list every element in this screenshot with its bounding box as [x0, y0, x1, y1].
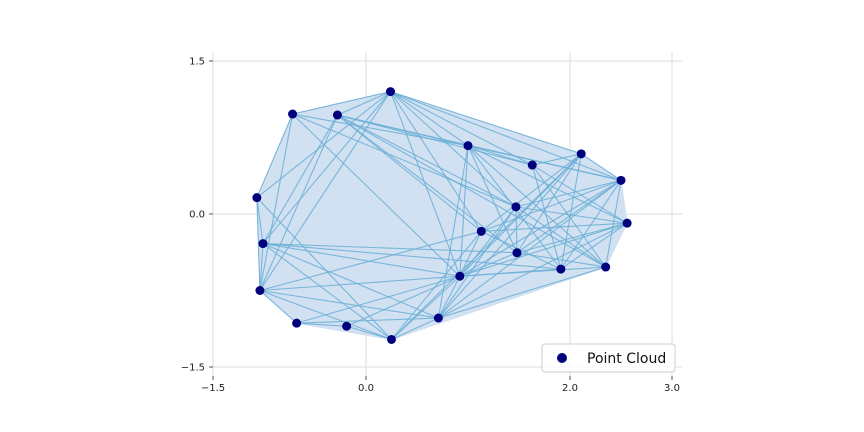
data-point: [292, 319, 301, 328]
data-point: [617, 176, 626, 185]
data-point: [477, 227, 486, 236]
legend-label: Point Cloud: [587, 351, 666, 367]
data-point: [528, 161, 537, 170]
legend-marker: [557, 353, 567, 363]
y-tick-label: 0.0: [189, 210, 205, 221]
data-point: [333, 111, 342, 120]
data-point: [252, 193, 261, 202]
data-point: [556, 265, 565, 274]
data-point: [512, 248, 521, 257]
x-tick-label: 3.0: [664, 383, 680, 394]
data-point: [511, 202, 520, 211]
x-tick-label: 0.0: [358, 383, 374, 394]
data-point: [255, 286, 264, 295]
data-point: [387, 335, 396, 344]
x-tick-label: 2.0: [562, 383, 578, 394]
data-point: [601, 263, 610, 272]
data-point: [434, 314, 443, 323]
data-point: [342, 322, 351, 331]
data-point: [455, 272, 464, 281]
data-point: [464, 141, 473, 150]
data-point: [386, 87, 395, 96]
y-tick-label: −1.5: [181, 363, 205, 374]
data-point: [288, 110, 297, 119]
y-tick-label: 1.5: [189, 57, 205, 68]
x-tick-label: −1.5: [201, 383, 225, 394]
data-point: [577, 149, 586, 158]
data-point: [623, 219, 632, 228]
legend: Point Cloud: [542, 344, 675, 372]
data-point: [258, 239, 267, 248]
